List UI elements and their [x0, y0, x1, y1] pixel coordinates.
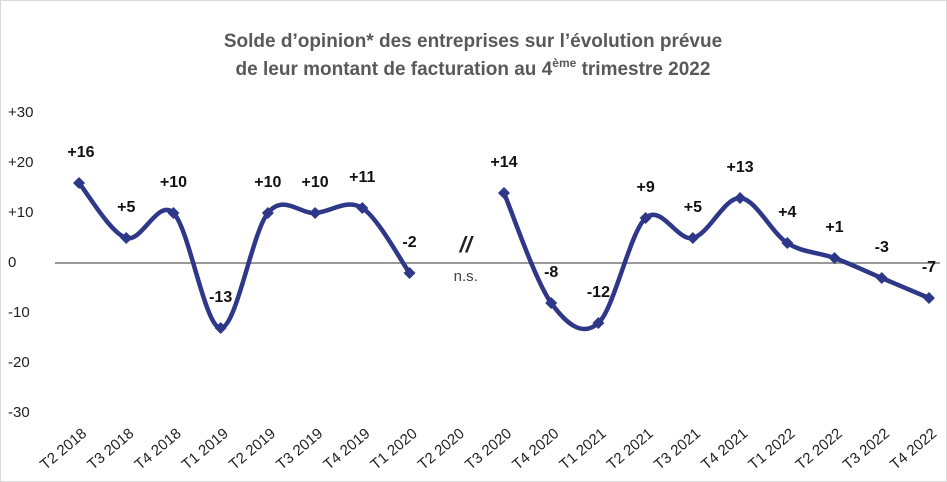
title-part: de leur montant de facturation au 4 — [236, 59, 553, 80]
data-label: +11 — [349, 169, 375, 186]
y-tick-label: +20 — [8, 154, 33, 171]
point-marker — [545, 297, 558, 309]
y-tick-label: -30 — [8, 404, 30, 421]
data-label: +4 — [778, 204, 796, 221]
point-marker — [309, 207, 322, 219]
chart-title: de leur montant de facturation au 4ème t… — [236, 56, 711, 80]
data-label: +10 — [254, 174, 281, 191]
y-tick-label: +30 — [8, 104, 33, 121]
data-label: +5 — [684, 199, 702, 216]
data-label: +9 — [637, 179, 655, 196]
data-label: +1 — [825, 219, 843, 236]
data-label: -2 — [402, 234, 416, 251]
data-label: -8 — [544, 264, 558, 281]
y-tick-label: 0 — [8, 254, 16, 271]
point-marker — [356, 202, 369, 214]
data-label: -3 — [875, 239, 889, 256]
point-marker — [639, 212, 652, 224]
y-tick-label: -10 — [8, 304, 30, 321]
title-part: trimestre 2022 — [576, 59, 710, 80]
annotation: n.s. — [454, 268, 478, 285]
data-label: +13 — [727, 159, 754, 176]
data-label: -13 — [209, 289, 232, 306]
point-marker — [120, 232, 133, 244]
data-label: +10 — [160, 174, 187, 191]
point-marker — [497, 187, 510, 199]
annotation: // — [459, 232, 475, 257]
point-marker — [734, 192, 747, 204]
point-marker — [592, 317, 605, 329]
point-marker — [922, 292, 935, 304]
y-tick-label: +10 — [8, 204, 33, 221]
point-marker — [781, 237, 794, 249]
data-label: -7 — [922, 259, 936, 276]
title-superscript: ème — [552, 56, 576, 70]
series-line — [77, 181, 930, 332]
point-marker — [73, 177, 85, 189]
y-tick-label: -20 — [8, 354, 30, 371]
data-label: +16 — [67, 144, 94, 161]
point-marker — [403, 267, 416, 279]
data-label: +5 — [117, 199, 135, 216]
data-label: -12 — [587, 284, 610, 301]
point-marker — [828, 252, 841, 264]
point-marker — [686, 232, 699, 244]
point-marker — [875, 272, 888, 284]
point-marker — [261, 207, 274, 219]
data-label: +10 — [302, 174, 329, 191]
point-marker — [214, 322, 227, 334]
data-label: +14 — [490, 154, 517, 171]
chart-title: Solde d’opinion* des entreprises sur l’é… — [224, 31, 722, 52]
point-marker — [167, 207, 180, 219]
